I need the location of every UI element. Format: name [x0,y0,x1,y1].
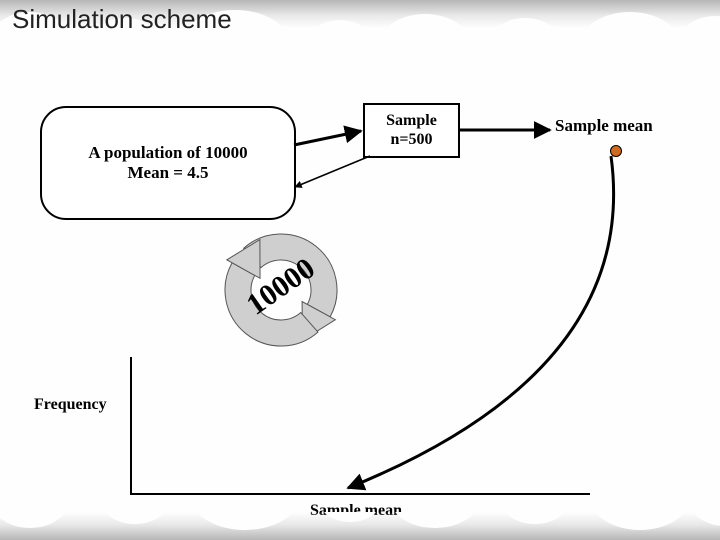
sample-box: Sample n=500 [363,103,460,158]
chart-x-axis [130,493,590,495]
iteration-count: 10000 [226,242,336,333]
population-line2: Mean = 4.5 [128,163,209,183]
connectors-overlay [0,0,720,540]
population-line1: A population of 10000 [88,143,247,163]
slide-title: Simulation scheme [12,4,232,35]
sample-mean-point [610,145,622,157]
chart-y-axis-label: Frequency [34,396,107,414]
sample-line2: n=500 [390,131,432,149]
slide-stage: Simulation scheme A population of 10000 … [0,0,720,540]
chart-y-axis [130,357,132,493]
sample-mean-label: Sample mean [555,116,653,136]
chart-x-axis-label: Sample mean [310,502,402,520]
sample-line1: Sample [386,112,437,130]
population-box: A population of 10000 Mean = 4.5 [40,106,296,220]
